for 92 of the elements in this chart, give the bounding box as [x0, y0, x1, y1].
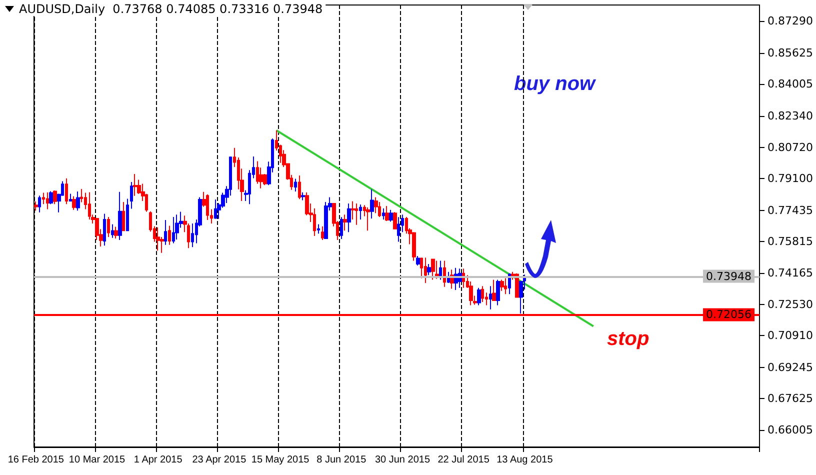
candlestick	[175, 214, 179, 240]
annotation: buy now	[514, 73, 597, 95]
candlestick	[172, 216, 175, 244]
candlestick	[424, 257, 427, 284]
candlestick	[366, 206, 370, 232]
y-tick-label: 0.72530	[768, 298, 814, 312]
candlestick	[206, 194, 209, 221]
candlestick	[34, 200, 38, 212]
candlestick	[412, 232, 416, 262]
ref-line-label: 0.73948	[706, 270, 752, 283]
candlestick	[439, 260, 442, 280]
x-tick-label: 8 Jun 2015	[316, 454, 367, 466]
candlestick	[393, 212, 397, 230]
candlestick	[435, 260, 439, 280]
candlestick	[492, 279, 496, 301]
candlestick	[53, 190, 57, 205]
y-tick-label: 0.75815	[768, 234, 814, 248]
candlestick	[49, 190, 53, 205]
candlestick	[126, 198, 129, 232]
candlestick	[130, 182, 133, 210]
candlestick	[370, 188, 374, 220]
candlestick	[65, 178, 68, 205]
candlestick	[122, 202, 125, 232]
candlestick	[256, 160, 259, 184]
candlestick	[317, 224, 320, 234]
candlestick	[397, 216, 400, 242]
candlestick	[46, 192, 49, 210]
candlestick	[72, 196, 76, 210]
candlestick	[385, 206, 389, 222]
candlestick	[301, 192, 305, 201]
candlestick	[114, 226, 118, 239]
y-tick-label: 0.70910	[768, 329, 814, 342]
candlestick	[489, 286, 492, 310]
y-tick-label: 0.87290	[768, 14, 814, 28]
y-tick-label: 0.69245	[768, 361, 814, 374]
candlestick	[214, 199, 217, 220]
candlestick	[382, 208, 385, 220]
candlestick	[294, 178, 297, 192]
candlestick	[359, 204, 362, 220]
candlestick	[103, 213, 106, 246]
candlestick	[477, 287, 481, 306]
x-tick-label: 30 Jun 2015	[374, 454, 430, 466]
candlestick	[88, 192, 91, 220]
candlestick	[515, 272, 519, 298]
candlestick	[347, 203, 351, 233]
chart-title: AUDUSD,Daily 0.73768 0.74085 0.73316 0.73948	[19, 2, 323, 16]
candlestick	[321, 226, 324, 241]
candlestick	[38, 195, 41, 213]
y-tick-label: 0.67625	[768, 392, 814, 406]
candlestick	[343, 214, 347, 232]
candlestick	[191, 223, 194, 248]
candlestick	[496, 279, 500, 306]
x-tick-label: 1 Apr 2015	[134, 454, 183, 466]
y-tick-label: 0.77435	[768, 204, 814, 217]
ref-line-label: 0.72056	[706, 308, 752, 322]
y-tick-label: 0.80720	[768, 140, 814, 154]
candlestick	[355, 203, 358, 226]
candlestick	[313, 208, 316, 236]
x-tick-label: 10 Mar 2015	[68, 454, 126, 466]
candlestick	[431, 258, 435, 280]
candlestick	[504, 278, 507, 295]
y-tick-label: 0.74165	[768, 266, 814, 280]
annotation: stop	[607, 328, 650, 350]
x-tick-label: 15 May 2015	[251, 454, 310, 466]
candlestick	[340, 216, 343, 240]
y-tick-label: 0.79100	[768, 172, 814, 185]
candlestick	[420, 257, 423, 279]
candlestick	[69, 193, 72, 202]
candlestick	[118, 191, 122, 241]
candlestick	[107, 216, 110, 238]
candlestick	[168, 225, 171, 246]
candlestick	[389, 209, 393, 222]
y-tick-label: 0.66005	[768, 423, 814, 436]
y-tick-label: 0.82340	[768, 110, 814, 123]
y-tick-label: 0.84005	[768, 78, 814, 91]
candlestick	[374, 196, 378, 214]
x-tick-label: 23 Apr 2015	[192, 454, 247, 466]
candlestick	[164, 220, 167, 246]
x-tick-label: 16 Feb 2015	[8, 454, 64, 466]
candlestick	[416, 255, 420, 266]
y-tick-label: 0.85625	[768, 46, 814, 60]
candlestick	[111, 224, 114, 238]
candlestick	[76, 190, 80, 212]
candlestick	[500, 279, 504, 292]
candlestick	[156, 226, 160, 252]
candlestick	[427, 264, 431, 276]
candlestick	[298, 175, 301, 200]
candlestick	[133, 173, 137, 196]
candlestick	[481, 286, 484, 303]
candlestick	[443, 260, 446, 288]
x-tick-label: 13 Aug 2015	[496, 454, 554, 466]
x-tick-label: 22 Jul 2015	[438, 454, 490, 466]
